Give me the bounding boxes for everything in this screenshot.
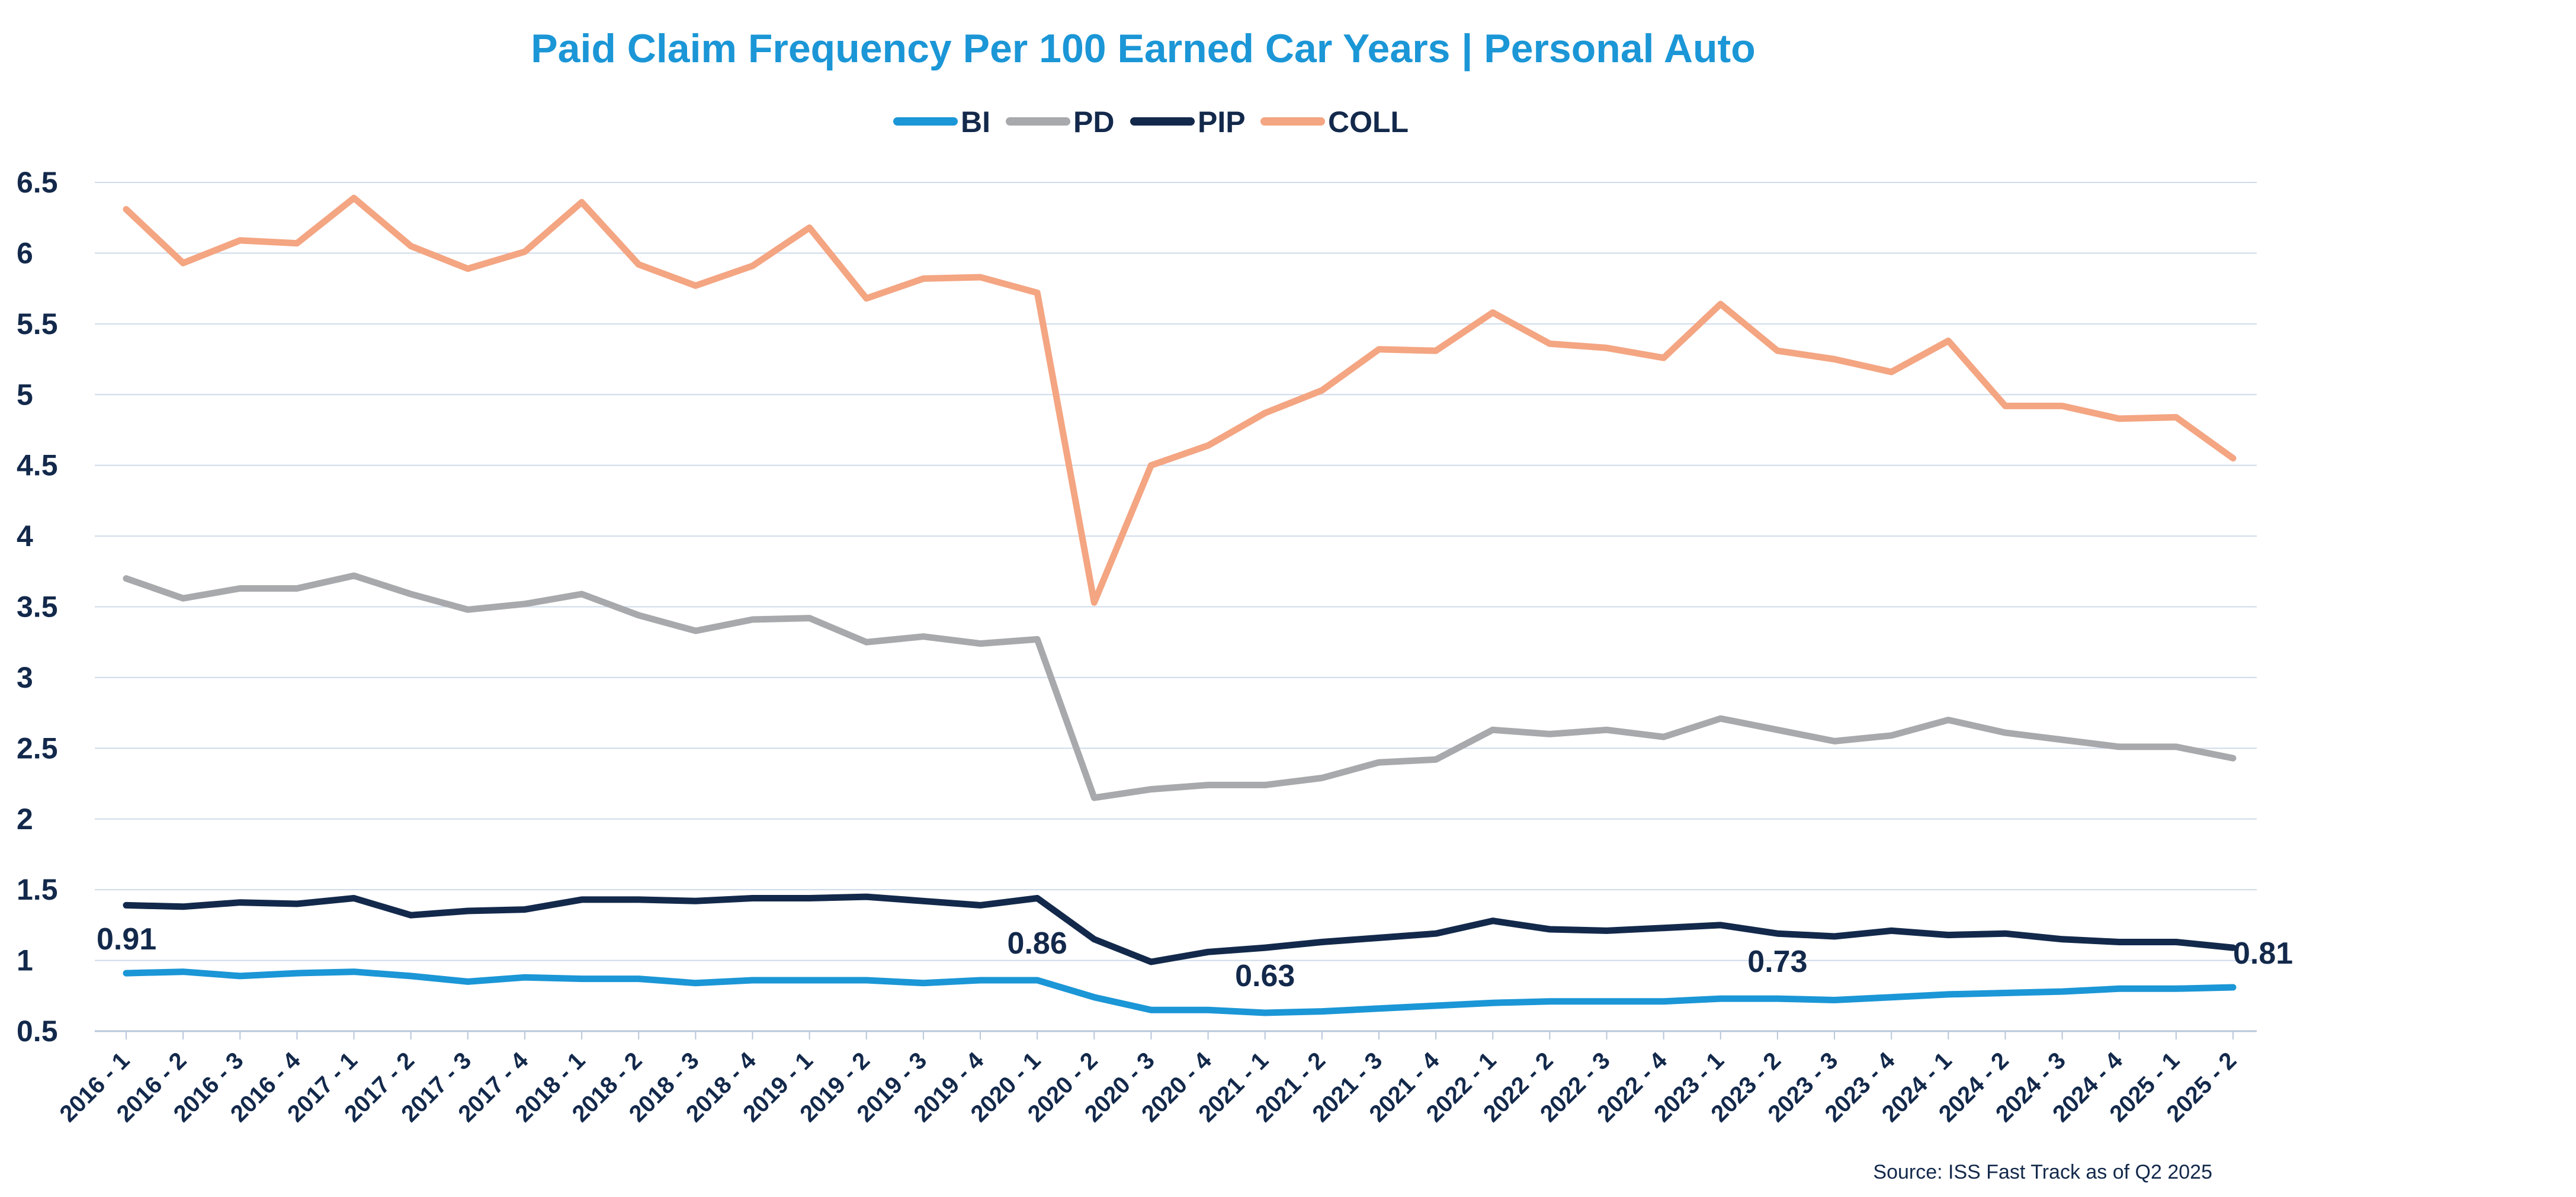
legend-label-bi: BI: [961, 105, 990, 139]
y-tick-label: 2: [17, 803, 33, 836]
y-axis: 0.5 1 1.5 2 2.5 3 3.5 4 4.5 5 5.5 6 6.5: [17, 166, 58, 1048]
y-tick-label: 2.5: [17, 731, 58, 765]
series-line-coll: [123, 194, 2237, 606]
legend-label-coll: COLL: [1328, 105, 1409, 139]
series-line-pd: [123, 572, 2237, 801]
data-label: 0.86: [1008, 926, 1067, 961]
legend-label-pd: PD: [1073, 105, 1114, 139]
y-tick-label: 6: [17, 236, 33, 269]
legend-label-pip: PIP: [1198, 105, 1246, 139]
source-note: Source: ISS Fast Track as of Q2 2025: [1873, 1161, 2212, 1183]
y-tick-label: 3: [17, 661, 33, 694]
series-lines: [123, 194, 2237, 1016]
y-tick-label: 5: [17, 378, 33, 411]
y-tick-label: 6.5: [17, 166, 58, 199]
chart-title: Paid Claim Frequency Per 100 Earned Car …: [531, 26, 1755, 72]
y-tick-label: 3.5: [17, 591, 58, 624]
y-tick-label: 0.5: [17, 1015, 58, 1048]
series-line-bi: [123, 968, 2237, 1016]
data-labels: 0.91 0.86 0.63 0.73 0.81: [97, 922, 2293, 993]
data-label: 0.81: [2233, 936, 2293, 971]
y-tick-label: 5.5: [17, 307, 58, 341]
legend: BI PD PIP COLL: [893, 105, 1409, 139]
gridlines: [95, 182, 2257, 1032]
series-line-pip: [123, 893, 2237, 965]
y-tick-label: 1.5: [17, 873, 58, 906]
data-label: 0.91: [97, 922, 156, 957]
data-label: 0.73: [1747, 945, 1807, 979]
y-tick-label: 4: [17, 519, 33, 553]
data-label: 0.63: [1235, 959, 1295, 993]
y-tick-label: 4.5: [17, 449, 58, 482]
y-tick-label: 1: [17, 944, 33, 977]
